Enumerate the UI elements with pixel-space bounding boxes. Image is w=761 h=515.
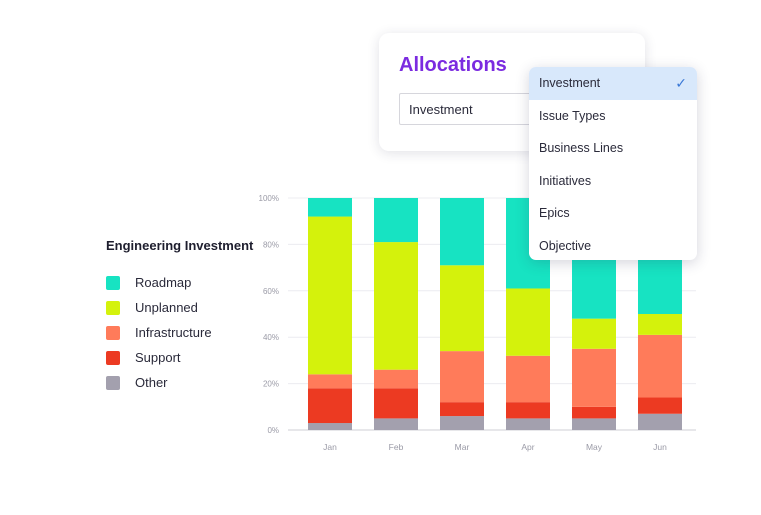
bar-segment-unplanned-jun xyxy=(638,314,682,335)
x-tick-label: Jun xyxy=(653,442,667,452)
bar-segment-other-may xyxy=(572,418,616,430)
bar-segment-unplanned-jan xyxy=(308,216,352,375)
bar-segment-infrastructure-may xyxy=(572,348,616,407)
bar-segment-support-may xyxy=(572,406,616,419)
y-tick-label: 100% xyxy=(259,194,279,203)
x-axis-ticks: Jan Feb Mar Apr May Jun xyxy=(323,442,667,452)
bar-segment-support-jun xyxy=(638,397,682,414)
y-tick-label: 60% xyxy=(263,287,279,296)
bar-segment-roadmap-mar xyxy=(440,198,484,266)
option-label: Investment xyxy=(539,76,601,90)
legend-label: Infrastructure xyxy=(135,325,212,340)
bar-segment-other-jan xyxy=(308,423,352,430)
bar-segment-other-feb xyxy=(374,418,418,430)
legend-label: Support xyxy=(135,350,181,365)
bar-segment-support-jan xyxy=(308,388,352,424)
x-tick-label: May xyxy=(586,442,603,452)
dropdown-option-epics[interactable]: Epics xyxy=(529,197,697,230)
bar-segment-roadmap-feb xyxy=(374,198,418,243)
x-tick-label: Apr xyxy=(521,442,534,452)
legend: Engineering Investment Roadmap Unplanned… xyxy=(106,238,253,395)
bar-segment-infrastructure-feb xyxy=(374,369,418,389)
option-label: Initiatives xyxy=(539,173,592,188)
y-tick-label: 0% xyxy=(267,426,279,435)
y-tick-label: 20% xyxy=(263,380,279,389)
legend-swatch xyxy=(106,300,120,315)
dropdown-option-business-lines[interactable]: Business Lines xyxy=(529,132,697,165)
x-tick-label: Jan xyxy=(323,442,337,452)
bar-segment-unplanned-feb xyxy=(374,242,418,370)
check-icon: ✓ xyxy=(675,75,687,91)
x-tick-label: Mar xyxy=(455,442,470,452)
legend-item-other: Other xyxy=(106,370,253,395)
legend-swatch xyxy=(106,375,120,390)
legend-item-support: Support xyxy=(106,345,253,370)
allocation-select[interactable]: Investment xyxy=(399,93,539,125)
option-label: Epics xyxy=(539,206,570,220)
bar-segment-other-jun xyxy=(638,413,682,430)
dropdown-option-investment[interactable]: Investment ✓ xyxy=(529,67,697,100)
bar-segment-support-mar xyxy=(440,402,484,417)
option-label: Issue Types xyxy=(539,108,606,123)
dropdown-option-objective[interactable]: Objective xyxy=(529,230,697,261)
legend-swatch xyxy=(106,325,120,340)
chart-gridlines xyxy=(288,197,696,431)
allocation-dropdown-menu: Investment ✓ Issue Types Business Lines … xyxy=(529,67,697,260)
legend-item-roadmap: Roadmap xyxy=(106,270,253,295)
legend-swatch xyxy=(106,350,120,365)
bar-segment-infrastructure-jan xyxy=(308,374,352,389)
bar-segment-support-apr xyxy=(506,402,550,419)
bar-segment-unplanned-mar xyxy=(440,265,484,352)
allocations-title: Allocations xyxy=(399,54,507,76)
legend-swatch xyxy=(106,275,120,290)
bar-segment-roadmap-jan xyxy=(308,198,352,217)
y-axis-ticks: 0% 20% 40% 60% 80% 100% xyxy=(259,194,279,435)
bar-segment-unplanned-may xyxy=(572,318,616,349)
bar-segment-other-apr xyxy=(506,418,550,430)
dropdown-option-initiatives[interactable]: Initiatives xyxy=(529,165,697,198)
bar-segment-infrastructure-apr xyxy=(506,355,550,403)
legend-item-unplanned: Unplanned xyxy=(106,295,253,320)
bar-segment-other-mar xyxy=(440,416,484,430)
bar-segment-infrastructure-jun xyxy=(638,334,682,398)
legend-title: Engineering Investment xyxy=(106,238,254,253)
bar-segment-infrastructure-mar xyxy=(440,351,484,403)
y-tick-label: 80% xyxy=(263,240,279,249)
option-label: Objective xyxy=(539,238,592,253)
legend-item-infrastructure: Infrastructure xyxy=(106,320,253,345)
dropdown-option-issue-types[interactable]: Issue Types xyxy=(529,100,697,133)
bar-segment-support-feb xyxy=(374,388,418,419)
option-label: Business Lines xyxy=(539,141,624,155)
y-tick-label: 40% xyxy=(263,333,279,342)
x-tick-label: Feb xyxy=(389,442,404,452)
legend-label: Other xyxy=(135,375,168,390)
bar-segment-unplanned-apr xyxy=(506,288,550,356)
legend-label: Roadmap xyxy=(135,275,192,290)
legend-label: Unplanned xyxy=(135,300,198,315)
